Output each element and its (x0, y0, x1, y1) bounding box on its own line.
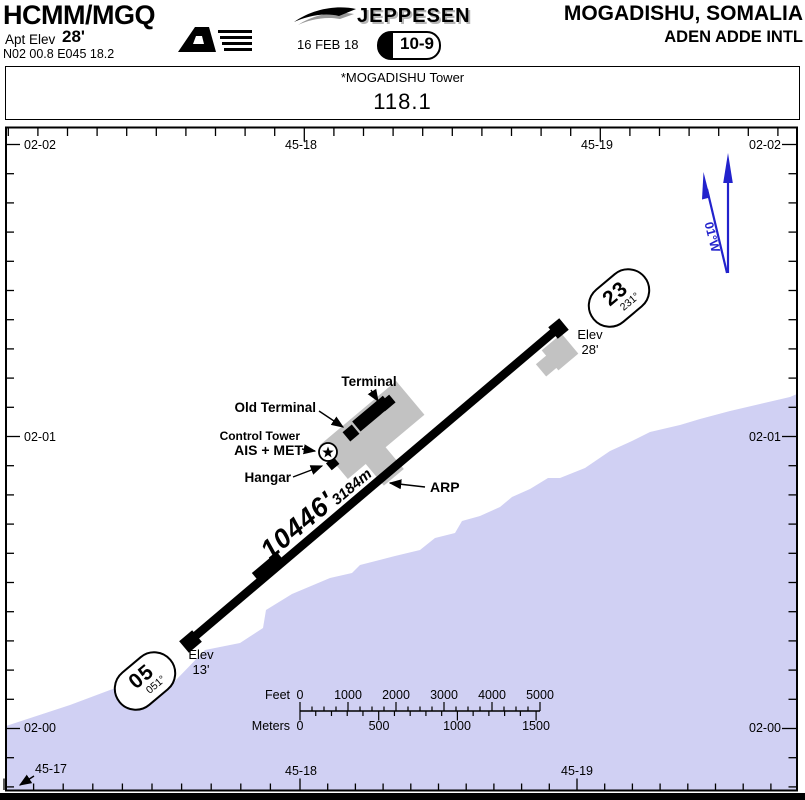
arp-label: ARP (430, 479, 460, 495)
north-arrow-icon (702, 153, 733, 274)
arp-coordinates: N02 00.8 E045 18.2 (3, 47, 115, 61)
lat-label-right-0202: 02-02 (749, 138, 781, 152)
lon-label-top-4519: 45-19 (581, 138, 613, 152)
tower-facility-name: *MOGADISHU Tower (340, 70, 465, 85)
jeppesen-swoosh-icon (294, 7, 356, 25)
lon-label-bottom-4518: 45-18 (285, 764, 317, 778)
runway-23-elevation: Elev 28' (577, 327, 603, 357)
coastline-water (6, 394, 797, 790)
jeppesen-airport-chart-icon (178, 27, 252, 52)
lat-label-left-0200: 02-00 (24, 721, 56, 735)
lon-label-bottom-4519: 45-19 (561, 764, 593, 778)
old-terminal-building (342, 424, 360, 442)
scale-feet-3000: 3000 (430, 688, 458, 702)
page-bottom-bar (0, 793, 805, 800)
old-terminal-label: Old Terminal (234, 400, 316, 415)
scale-feet-label: Feet (264, 688, 290, 702)
comm-frequency-box: *MOGADISHU Tower 118.1 (5, 66, 800, 120)
scale-feet-5000: 5000 (526, 688, 554, 702)
scale-meters-0: 0 (296, 719, 304, 733)
airport-name: ADEN ADDE INTL (664, 28, 803, 46)
scale-feet-4000: 4000 (478, 688, 506, 702)
lon-label-bottom-4517: 45-17 (35, 762, 67, 776)
apt-elev-value: 28' (62, 27, 85, 46)
airport-identifiers: HCMM/MGQ (3, 0, 155, 30)
scale-bar (299, 702, 541, 721)
ais-met-label: AIS + MET (234, 442, 303, 458)
scale-meters-1500: 1500 (522, 719, 550, 733)
scale-feet-0: 0 (296, 688, 304, 702)
apron-areas (319, 333, 579, 486)
scale-feet-2000: 2000 (382, 688, 410, 702)
hangar-building (325, 456, 340, 471)
runway-05-23 (179, 318, 569, 653)
lat-label-left-0201: 02-01 (24, 430, 56, 444)
apt-elev-label: Apt Elev (5, 32, 56, 47)
chart-index-number: 10-9 (399, 34, 435, 53)
lat-label-right-0200: 02-00 (749, 721, 781, 735)
terminal-building (352, 394, 396, 432)
scale-meters-500: 500 (368, 719, 390, 733)
scale-meters-1000: 1000 (443, 719, 471, 733)
terminal-label: Terminal (341, 374, 397, 389)
control-tower-icon (318, 442, 338, 462)
tower-frequency: 118.1 (373, 89, 432, 114)
lat-label-right-0201: 02-01 (749, 430, 781, 444)
jeppesen-logo-text: JEPPESEN (357, 5, 471, 27)
scale-meters-label: Meters (251, 719, 290, 733)
control-tower-label: Control Tower (219, 429, 300, 443)
graticule-ticks (3, 128, 796, 790)
scale-feet-1000: 1000 (334, 688, 362, 702)
chart-index-badge: 10-9 (377, 31, 441, 60)
city-country: MOGADISHU, SOMALIA (563, 2, 803, 25)
hangar-label: Hangar (244, 470, 291, 485)
map-neatline (5, 126, 798, 792)
lat-label-left-0202: 02-02 (24, 138, 56, 152)
runway-05-elevation: Elev 13' (188, 647, 214, 677)
chart-date: 16 FEB 18 (297, 37, 359, 52)
lon-label-top-4518: 45-18 (285, 138, 317, 152)
label-leader-arrows (18, 388, 426, 786)
